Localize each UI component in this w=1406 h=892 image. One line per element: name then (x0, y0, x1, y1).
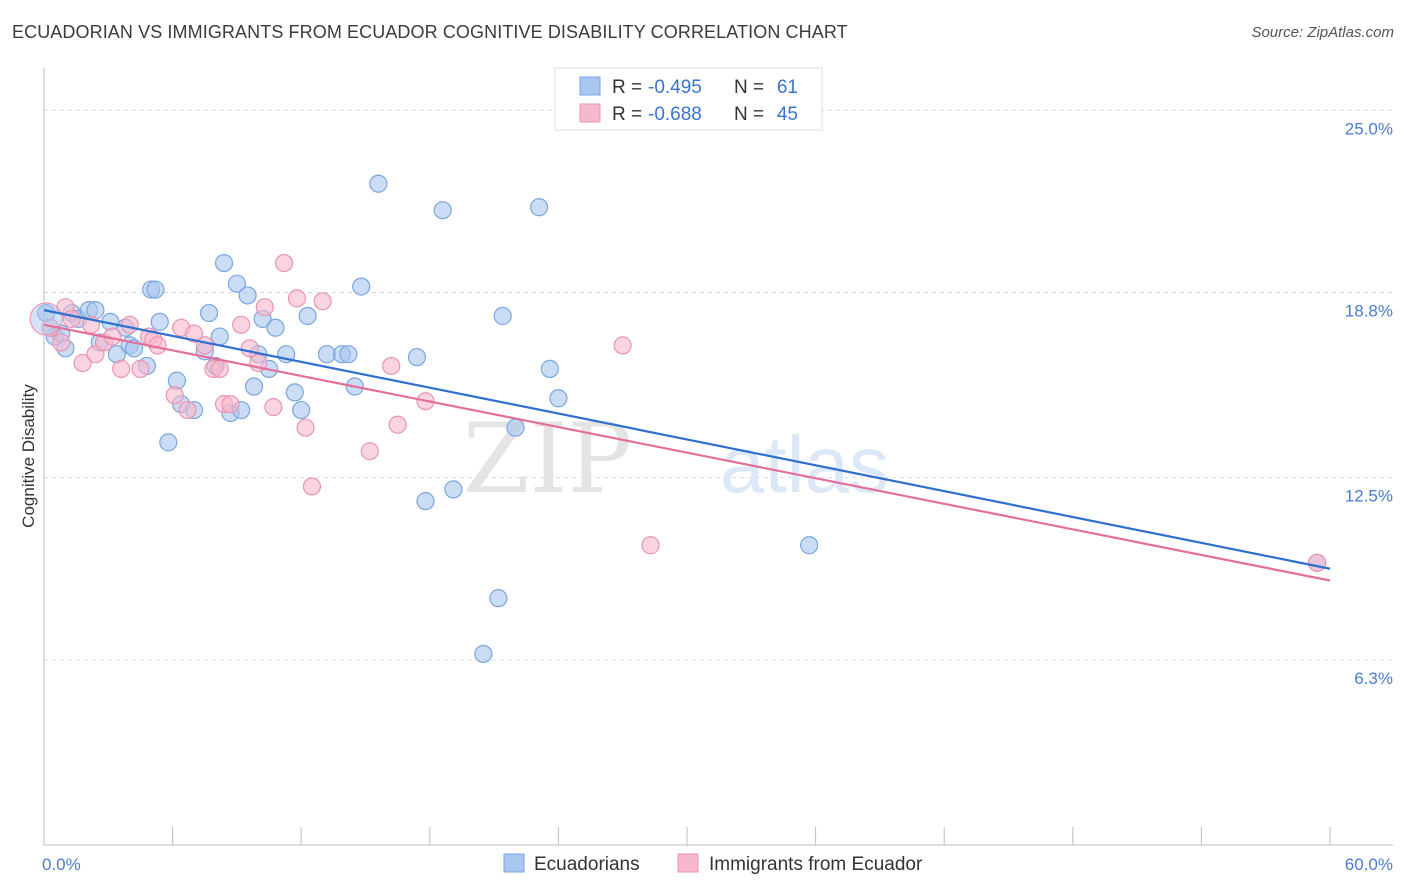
point-immigrants (210, 359, 229, 378)
point-ecuadorians (800, 536, 819, 555)
y-tick-label: 6.3% (1354, 669, 1393, 688)
point-immigrants (195, 336, 214, 355)
point-immigrants (302, 477, 322, 496)
legend-swatch-ecuadorians (579, 76, 601, 96)
legend-n-label-1: N = (734, 77, 764, 98)
point-ecuadorians (292, 400, 311, 420)
legend-n-value-1: 61 (777, 77, 798, 98)
point-immigrants (360, 442, 379, 461)
point-ecuadorians (493, 306, 512, 326)
point-immigrants (131, 359, 150, 378)
point-immigrants (165, 386, 184, 405)
point-ecuadorians (210, 327, 229, 346)
point-ecuadorians (530, 198, 549, 217)
point-immigrants (613, 336, 632, 355)
series-legend-swatch-ecuadorians (503, 853, 525, 873)
point-ecuadorians (238, 286, 257, 305)
point-ecuadorians (352, 277, 371, 296)
series-legend-label-ecuadorians: Ecuadorians (534, 854, 640, 875)
point-immigrants (1308, 553, 1327, 572)
watermark: ZIP atlas (463, 403, 889, 515)
point-immigrants (287, 289, 307, 308)
chart-title: ECUADORIAN VS IMMIGRANTS FROM ECUADOR CO… (12, 22, 848, 42)
point-immigrants (232, 315, 251, 334)
point-ecuadorians (474, 644, 493, 664)
y-tick-label: 12.5% (1345, 487, 1393, 506)
point-ecuadorians (407, 348, 427, 367)
point-ecuadorians (298, 306, 317, 326)
point-ecuadorians (244, 377, 264, 396)
point-immigrants (112, 359, 131, 378)
series-legend-label-immigrants: Immigrants from Ecuador (709, 854, 923, 875)
legend-swatch-immigrants (579, 103, 601, 123)
point-ecuadorians (285, 383, 304, 402)
point-ecuadorians (150, 312, 169, 331)
point-ecuadorians (540, 359, 559, 378)
trend-line-immigrants (43, 323, 1331, 582)
y-tick-label: 25.0% (1345, 119, 1393, 138)
point-ecuadorians (433, 201, 452, 220)
point-immigrants (73, 353, 92, 373)
point-ecuadorians (266, 318, 285, 337)
point-ecuadorians (159, 433, 178, 452)
legend-n-label-2: N = (734, 104, 764, 125)
point-ecuadorians (146, 280, 165, 299)
point-ecuadorians (214, 253, 234, 273)
series-legend-swatch-immigrants (677, 853, 699, 873)
legend-n-value-2: 45 (777, 104, 798, 125)
point-immigrants (313, 292, 332, 311)
point-immigrants (52, 333, 71, 352)
point-ecuadorians (369, 174, 388, 193)
trend-lines (43, 309, 1331, 582)
watermark-zip: ZIP (463, 403, 632, 515)
trend-line-ecuadorians (43, 309, 1331, 570)
point-immigrants (296, 418, 315, 437)
series-legend: Ecuadorians Immigrants from Ecuador (503, 853, 923, 875)
point-immigrants (62, 309, 81, 329)
point-cluster (29, 302, 63, 336)
point-immigrants (221, 395, 240, 414)
data-points (29, 174, 1327, 664)
point-immigrants (184, 324, 204, 343)
source-label: Source: ZipAtlas.com (1251, 24, 1394, 41)
point-ecuadorians (416, 492, 435, 511)
point-immigrants (240, 339, 259, 358)
y-tick-label: 18.8% (1345, 301, 1393, 320)
y-tick-labels: 6.3% 12.5% 18.8% 25.0% (1345, 119, 1393, 688)
point-immigrants (264, 397, 283, 417)
x-tick-labels: 0.0% 60.0% (42, 855, 1393, 874)
point-immigrants (120, 315, 139, 334)
axes (43, 68, 1393, 846)
point-immigrants (274, 253, 294, 273)
point-immigrants (641, 536, 660, 555)
legend-r-value-1: -0.495 (648, 77, 702, 98)
point-ecuadorians (506, 418, 525, 437)
stats-legend: R = -0.495 N = 61 R = -0.688 N = 45 (554, 67, 823, 131)
point-ecuadorians (227, 274, 246, 293)
point-immigrants (388, 415, 407, 434)
legend-r-label-1: R = (612, 77, 642, 98)
point-ecuadorians (339, 345, 358, 364)
legend-r-label-2: R = (612, 104, 642, 125)
point-immigrants (255, 298, 274, 317)
legend-r-value-2: -0.688 (648, 104, 702, 125)
x-tick-label-max: 60.0% (1345, 855, 1393, 874)
point-ecuadorians (444, 480, 463, 499)
point-ecuadorians (489, 589, 508, 608)
point-ecuadorians (199, 303, 219, 323)
y-axis-title: Cognitive Disability (19, 384, 38, 528)
point-immigrants (382, 356, 401, 376)
point-immigrants (178, 400, 197, 420)
point-ecuadorians (549, 389, 568, 408)
x-tick-label-min: 0.0% (42, 855, 81, 874)
